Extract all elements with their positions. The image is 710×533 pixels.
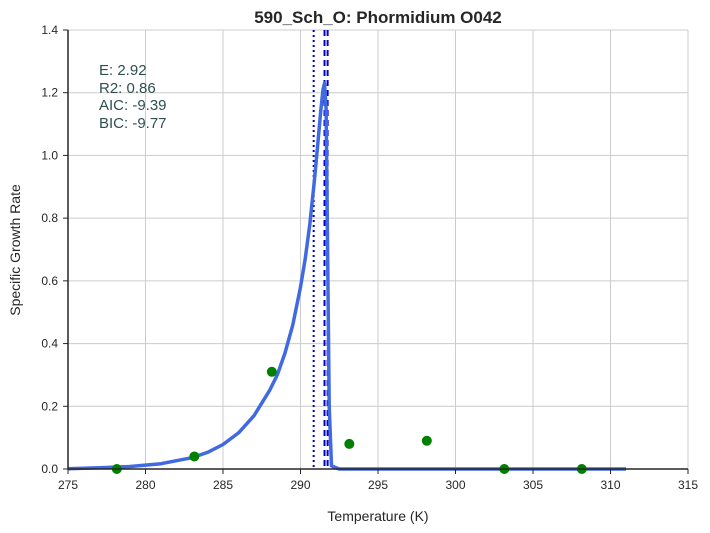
x-tick-label: 295 [368, 478, 388, 492]
fit-statistics: E: 2.92 R2: 0.86 AIC: -9.39 BIC: -9.77 [99, 62, 167, 132]
x-tick-label: 315 [678, 478, 698, 492]
x-tick-label: 300 [445, 478, 465, 492]
x-tick-label: 275 [58, 478, 78, 492]
observed-point [421, 435, 432, 446]
y-tick-label: 0.8 [41, 211, 58, 225]
stat-r2: R2: 0.86 [99, 80, 156, 97]
y-axis-label: Specific Growth Rate [7, 184, 23, 316]
x-tick-label: 285 [213, 478, 233, 492]
x-axis-label: Temperature (K) [327, 508, 428, 524]
axes [63, 29, 689, 474]
fit-curve-line [67, 81, 626, 471]
grid [67, 29, 689, 470]
x-tick-label: 305 [523, 478, 543, 492]
y-tick-label: 1.4 [41, 23, 58, 37]
y-tick-label: 0.4 [41, 337, 58, 351]
x-tick-label: 310 [600, 478, 620, 492]
observed-point [266, 366, 277, 377]
y-tick-label: 0.0 [41, 462, 58, 476]
stat-e: E: 2.92 [99, 62, 147, 79]
stat-aic: AIC: -9.39 [99, 97, 167, 114]
stat-bic: BIC: -9.77 [99, 115, 167, 132]
observed-point [189, 451, 200, 462]
x-tick-label: 280 [135, 478, 155, 492]
fit-curve-group [67, 81, 626, 471]
y-tick-label: 1.0 [41, 148, 58, 162]
y-tick-label: 1.2 [41, 86, 58, 100]
chart-title: 590_Sch_O: Phormidium O042 [254, 8, 502, 27]
tick-labels: 275 280 285 290 295 300 305 310 315 0.0 0.2 0.4 0.6 0… [41, 23, 698, 492]
observed-point [344, 438, 355, 449]
x-tick-label: 290 [290, 478, 310, 492]
y-tick-label: 0.6 [41, 274, 58, 288]
y-tick-label: 0.2 [41, 399, 58, 413]
